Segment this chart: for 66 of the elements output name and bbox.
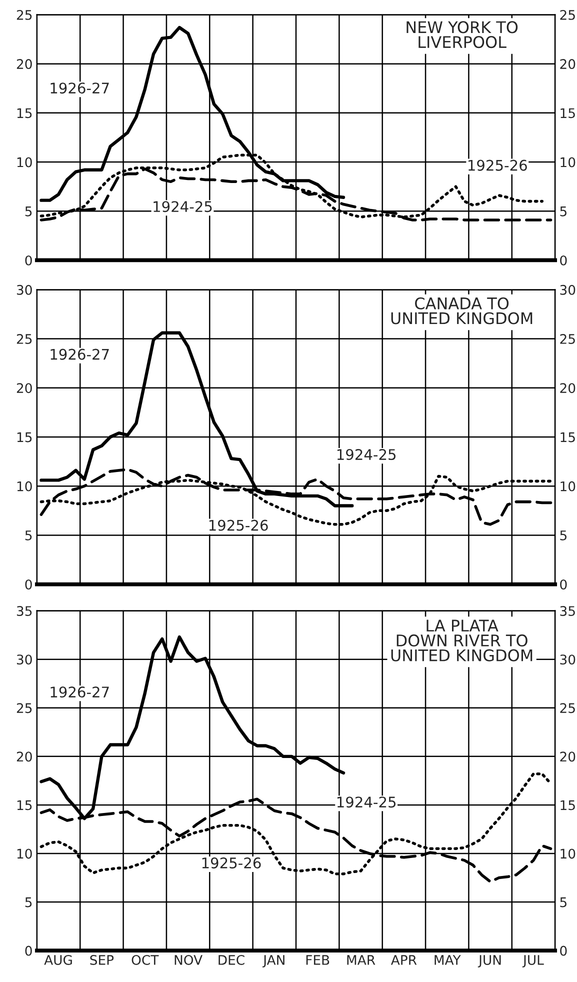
y2-tick-label: 10 — [560, 481, 576, 492]
x-tick-label: JUL — [522, 955, 544, 968]
annotation: 1926-27 — [50, 348, 109, 360]
y-tick-label: 5 — [25, 530, 32, 540]
annotation: 1925-26 — [209, 520, 268, 531]
y-tick-label: 30 — [16, 284, 32, 295]
x-tick-label: MAR — [347, 955, 376, 965]
x-tick-label: SEP — [90, 954, 114, 965]
y-tick-label: 20 — [16, 752, 32, 762]
y2-tick-label: 10 — [560, 848, 576, 859]
y-tick-label: 25 — [16, 703, 32, 714]
y2-tick-label: 20 — [560, 59, 576, 70]
annotation: 1924-25 — [154, 201, 212, 212]
y2-tick-label: 15 — [560, 432, 575, 442]
y-tick-label: 0 — [25, 580, 32, 590]
x-tick-label: FEB — [306, 955, 330, 965]
y-tick-label: 10 — [17, 157, 32, 168]
text: CANADA TO UNITED KINGDOM — [391, 297, 532, 324]
y-tick-label: 20 — [16, 59, 32, 70]
annotation: 1926-27 — [50, 82, 109, 94]
y2-tick-label: 30 — [560, 284, 576, 295]
x-tick-label: DEC — [218, 954, 244, 965]
annotation: 1924-25 — [337, 449, 396, 460]
y-tick-label: 35 — [16, 606, 32, 616]
y2-tick-label: 30 — [560, 654, 576, 665]
y2-tick-label: 35 — [560, 606, 575, 616]
y-tick-label: 15 — [17, 108, 32, 118]
text: NEW YORK TO LIVERPOOL — [406, 21, 518, 48]
y-tick-label: 5 — [25, 897, 32, 908]
y-tick-label: 15 — [17, 432, 32, 442]
y2-tick-label: 25 — [560, 334, 575, 344]
y2-tick-label: 15 — [560, 108, 575, 118]
y2-tick-label: 0 — [560, 255, 567, 266]
y2-tick-label: 5 — [560, 206, 566, 216]
y-tick-label: 0 — [25, 255, 32, 266]
y2-tick-label: 5 — [560, 897, 566, 908]
x-tick-label: APR — [390, 955, 417, 965]
y-tick-label: 15 — [17, 800, 32, 810]
y2-tick-label: 10 — [560, 157, 576, 168]
x-tick-label: MAY — [434, 955, 461, 965]
y2-tick-label: 25 — [560, 703, 575, 714]
y-tick-label: 30 — [16, 654, 32, 665]
x-tick-label: OCT — [132, 954, 159, 965]
annotation: 1924-25 — [337, 796, 396, 808]
x-tick-label: AUG — [44, 954, 72, 965]
y2-tick-label: 5 — [560, 530, 566, 540]
annotation: 1925-26 — [202, 857, 261, 868]
x-tick-label: NOV — [174, 954, 202, 965]
y-tick-label: 5 — [25, 206, 32, 216]
y-tick-label: 10 — [17, 848, 32, 859]
annotation: 1926-27 — [50, 686, 109, 698]
y2-tick-label: 20 — [560, 752, 576, 762]
y-tick-label: 25 — [16, 334, 32, 344]
y2-tick-label: 15 — [560, 800, 575, 810]
y-tick-label: 10 — [17, 481, 32, 492]
y2-tick-label: 0 — [560, 580, 567, 590]
x-tick-label: JUN — [478, 955, 501, 968]
y2-tick-label: 20 — [560, 383, 576, 394]
x-tick-label: JAN — [262, 955, 284, 968]
annotation: 1925-26 — [468, 160, 527, 171]
y-tick-label: 0 — [25, 946, 32, 956]
y2-tick-label: 25 — [560, 10, 575, 20]
y2-tick-label: 0 — [560, 946, 567, 956]
y-tick-label: 20 — [16, 383, 32, 394]
y-tick-label: 25 — [16, 10, 32, 20]
text: LA PLATA DOWN RIVER TO UNITED KINGDOM — [391, 620, 532, 662]
